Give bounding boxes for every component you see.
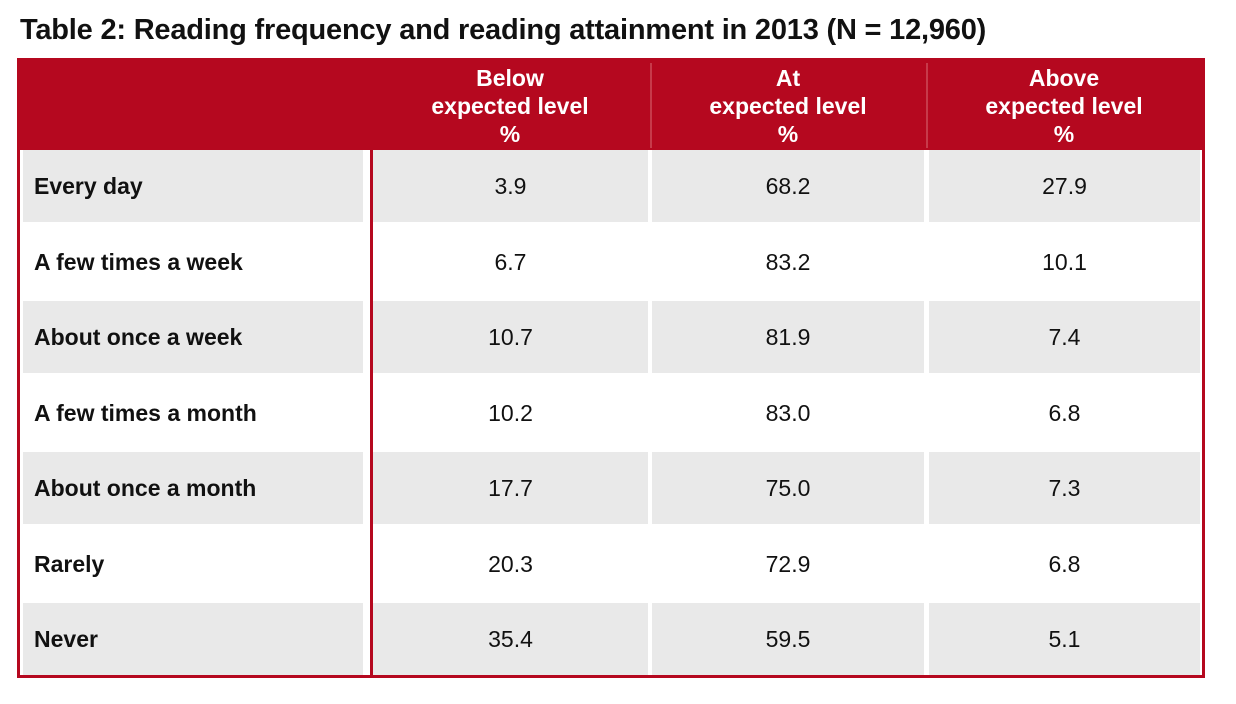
value-cell: 10.7 [488, 324, 533, 350]
cell-background [929, 452, 1200, 524]
row-label: Never [34, 626, 98, 652]
value-cell: 10.2 [488, 399, 533, 426]
cell-background [652, 603, 924, 675]
cell-background [373, 452, 648, 524]
row-label: Every day [34, 173, 143, 199]
value-cell: 6.7 [494, 248, 527, 275]
value-cell: 83.2 [765, 248, 811, 275]
value-cell: 68.2 [765, 173, 811, 199]
header-below-expected: Below expected level % [372, 61, 648, 150]
cell-background [373, 527, 648, 600]
value-cell: 59.5 [765, 626, 811, 652]
cell-background [929, 150, 1200, 222]
header-at-expected: At expected level % [650, 61, 926, 150]
cell-background [929, 301, 1200, 373]
table-row: Every day 3.9 68.2 27.9 [20, 150, 1202, 226]
table-row: A few times a week 6.7 83.2 10.1 [20, 225, 1202, 302]
header-below-line3: % [499, 121, 521, 147]
value-cell: 27.9 [1042, 173, 1087, 199]
value-cell: 81.9 [765, 324, 811, 350]
header-empty-cell [20, 61, 370, 150]
header-at-line1: At [775, 65, 801, 91]
cell-background [23, 376, 363, 449]
data-table: Below expected level % At expected level… [17, 58, 1205, 678]
header-above-line1: Above [1028, 65, 1100, 91]
value-cell: 6.8 [1048, 399, 1081, 426]
header-above-line2: expected level [985, 93, 1143, 119]
table-header: Below expected level % At expected level… [20, 61, 1202, 150]
value-cell: 35.4 [488, 626, 533, 652]
row-label: About once a week [34, 324, 243, 350]
cell-background [373, 225, 648, 298]
cell-background [23, 452, 363, 524]
value-cell: 75.0 [765, 475, 811, 501]
cell-background [652, 150, 924, 222]
value-cell: 20.3 [488, 550, 533, 577]
cell-background [23, 150, 363, 222]
table-row: Rarely 20.3 72.9 6.8 [20, 527, 1202, 604]
cell-background [652, 452, 924, 524]
cell-background [373, 301, 648, 373]
cell-background [652, 376, 924, 449]
label-column-divider [370, 150, 373, 678]
value-cell: 7.4 [1048, 324, 1081, 350]
value-cell: 6.8 [1048, 550, 1081, 577]
table-row: A few times a month 10.2 83.0 6.8 [20, 376, 1202, 453]
cell-background [929, 603, 1200, 675]
cell-background [929, 225, 1200, 298]
value-cell: 3.9 [494, 173, 527, 199]
cell-background [929, 376, 1200, 449]
header-below-line2: expected level [431, 93, 589, 119]
header-below-line1: Below [476, 65, 544, 91]
header-above-line3: % [1053, 121, 1075, 147]
value-cell: 17.7 [488, 475, 533, 501]
value-cell: 7.3 [1048, 475, 1081, 501]
table-row: Never 35.4 59.5 5.1 [20, 603, 1202, 679]
value-cell: 5.1 [1048, 626, 1081, 652]
cell-background [652, 527, 924, 600]
cell-background [652, 225, 924, 298]
header-above-expected: Above expected level % [926, 61, 1202, 150]
cell-background [373, 603, 648, 675]
value-cell: 72.9 [765, 550, 811, 577]
row-label: About once a month [34, 475, 257, 501]
row-label: A few times a week [34, 248, 243, 275]
header-divider [926, 63, 928, 148]
table-row: About once a week 10.7 81.9 7.4 [20, 301, 1202, 377]
cell-background [373, 150, 648, 222]
row-label: A few times a month [34, 399, 257, 426]
header-at-line3: % [777, 121, 799, 147]
header-at-line2: expected level [709, 93, 867, 119]
row-label: Rarely [34, 550, 105, 577]
value-cell: 83.0 [765, 399, 811, 426]
cell-background [23, 225, 363, 298]
cell-background [373, 376, 648, 449]
cell-background [23, 301, 363, 373]
value-cell: 10.1 [1042, 248, 1087, 275]
header-divider [650, 63, 652, 148]
cell-background [929, 527, 1200, 600]
cell-background [23, 527, 363, 600]
cell-background [23, 603, 363, 675]
table-row: About once a month 17.7 75.0 7.3 [20, 452, 1202, 528]
table-title: Table 2: Reading frequency and reading a… [20, 14, 987, 46]
cell-background [652, 301, 924, 373]
